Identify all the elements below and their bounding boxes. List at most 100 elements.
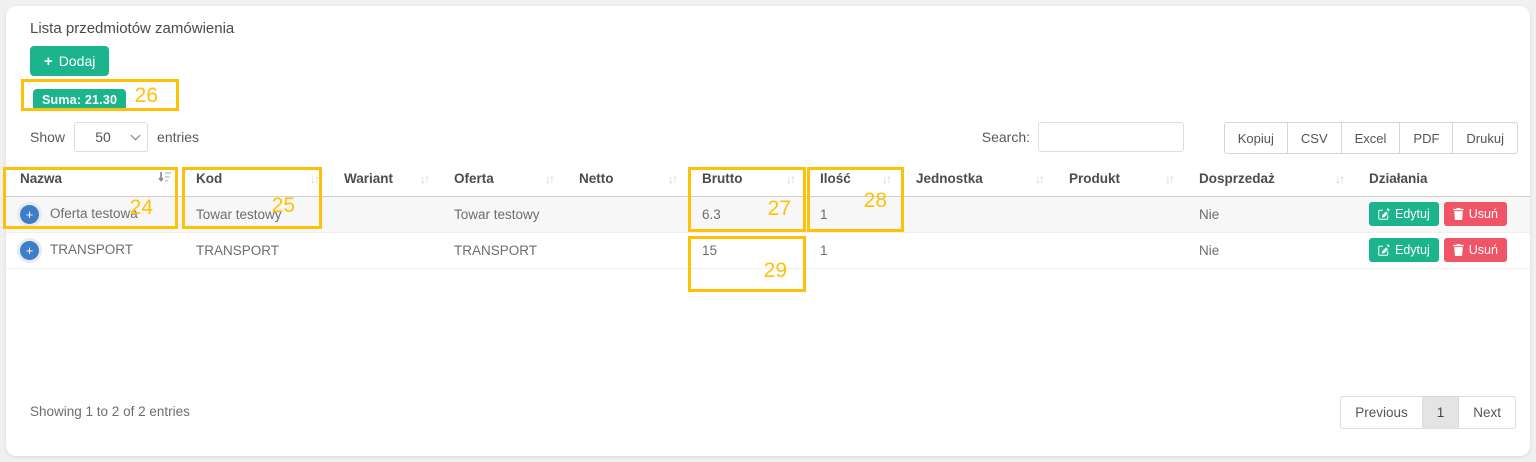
- cell-brutto: 6.3: [688, 196, 806, 233]
- column-header-wariant[interactable]: Wariant ↓↑: [330, 162, 440, 197]
- table-info: Showing 1 to 2 of 2 entries: [30, 404, 190, 419]
- sort-icon: ↓↑: [1335, 171, 1345, 186]
- sum-badge: Suma: 21.30: [33, 89, 127, 111]
- cell-produkt: [1055, 232, 1185, 269]
- trash-icon: [1453, 208, 1464, 220]
- delete-button-label: Usuń: [1468, 207, 1498, 221]
- cell-kod: Towar testowy: [182, 196, 330, 233]
- column-label: Oferta: [454, 171, 494, 187]
- delete-button[interactable]: Usuń: [1443, 202, 1507, 226]
- column-label: Działania: [1369, 171, 1428, 187]
- order-items-card: Lista przedmiotów zamówienia + Dodaj Sum…: [6, 6, 1530, 456]
- previous-page-button[interactable]: Previous: [1341, 397, 1422, 428]
- column-label: Netto: [579, 171, 614, 187]
- search-label: Search:: [981, 129, 1030, 145]
- cell-ilosc: 1: [806, 196, 902, 233]
- column-label: Kod: [196, 171, 223, 187]
- page-length-select[interactable]: 50: [74, 122, 149, 152]
- table-row: + TRANSPORT TRANSPORT TRANSPORT 15 1 Nie …: [6, 232, 1530, 269]
- cell-kod: TRANSPORT: [182, 232, 330, 269]
- sort-icon: ↓↑: [882, 171, 892, 186]
- column-header-brutto[interactable]: Brutto ↓↑: [688, 162, 806, 197]
- cell-produkt: [1055, 196, 1185, 233]
- column-header-ilosc[interactable]: Ilość ↓↑: [806, 162, 902, 197]
- expand-row-button[interactable]: +: [20, 240, 39, 260]
- plus-icon: +: [44, 52, 53, 70]
- edit-button-label: Edytuj: [1395, 207, 1430, 221]
- header-row: Nazwa Kod ↓↑ Wari: [6, 162, 1530, 197]
- cell-jednostka: [902, 232, 1055, 269]
- pencil-square-icon: [1378, 208, 1390, 220]
- column-header-jednostka[interactable]: Jednostka ↓↑: [902, 162, 1055, 197]
- sort-icon: ↓↑: [545, 171, 555, 186]
- search-input[interactable]: [1038, 122, 1184, 152]
- column-header-dzialania: Działania: [1355, 162, 1530, 197]
- add-button-label: Dodaj: [58, 53, 96, 69]
- cell-dzialania: Edytuj Usuń: [1355, 232, 1530, 269]
- pdf-button[interactable]: PDF: [1399, 122, 1454, 154]
- cell-wariant: [330, 196, 440, 233]
- column-header-dosprzedaz[interactable]: Dosprzedaż ↓↑: [1185, 162, 1355, 197]
- add-button[interactable]: + Dodaj: [30, 46, 110, 76]
- cell-oferta: Towar testowy: [440, 196, 565, 233]
- table-controls: Show 50 entries Search: Kopiuj CSV Excel…: [6, 122, 1530, 156]
- pencil-square-icon: [1378, 244, 1390, 256]
- export-button-group: Kopiuj CSV Excel PDF Drukuj: [1223, 122, 1518, 154]
- edit-button[interactable]: Edytuj: [1369, 238, 1439, 262]
- sort-icon: ↓↑: [1165, 171, 1175, 186]
- cell-text: TRANSPORT: [50, 241, 134, 257]
- cell-oferta: TRANSPORT: [440, 232, 565, 269]
- page-title: Lista przedmiotów zamówienia: [30, 20, 235, 37]
- delete-button-label: Usuń: [1468, 243, 1498, 257]
- sort-icon: ↓↑: [668, 171, 678, 186]
- cell-dzialania: Edytuj Usuń: [1355, 196, 1530, 233]
- page-length-select-wrap: 50: [74, 122, 149, 152]
- cell-nazwa: + Oferta testowa: [6, 196, 182, 233]
- cell-text: Oferta testowa: [50, 205, 138, 221]
- column-label: Jednostka: [916, 171, 983, 187]
- cell-nazwa: + TRANSPORT: [6, 232, 182, 269]
- sort-icon: ↓↑: [786, 171, 796, 186]
- print-button[interactable]: Drukuj: [1452, 122, 1518, 154]
- sort-icon: ↓↑: [310, 171, 320, 186]
- edit-button[interactable]: Edytuj: [1369, 202, 1439, 226]
- sort-icon: ↓↑: [1035, 171, 1045, 186]
- cell-netto: [565, 232, 688, 269]
- page-length-control: Show 50 entries: [30, 122, 199, 152]
- csv-button[interactable]: CSV: [1286, 122, 1342, 154]
- show-label: Show: [30, 129, 66, 145]
- table-row: + Oferta testowa Towar testowy Towar test…: [6, 196, 1530, 233]
- current-page-button[interactable]: 1: [1421, 397, 1460, 428]
- column-header-oferta[interactable]: Oferta ↓↑: [440, 162, 565, 197]
- next-page-button[interactable]: Next: [1459, 397, 1515, 428]
- edit-button-label: Edytuj: [1395, 243, 1430, 257]
- sort-icon: ↓↑: [420, 171, 430, 186]
- column-label: Ilość: [820, 171, 851, 187]
- cell-netto: [565, 196, 688, 233]
- expand-row-button[interactable]: +: [20, 204, 39, 224]
- column-header-netto[interactable]: Netto ↓↑: [565, 162, 688, 197]
- delete-button[interactable]: Usuń: [1443, 238, 1507, 262]
- cell-dosprzedaz: Nie: [1185, 196, 1355, 233]
- column-header-kod[interactable]: Kod ↓↑: [182, 162, 330, 197]
- column-label: Produkt: [1069, 171, 1121, 187]
- cell-dosprzedaz: Nie: [1185, 232, 1355, 269]
- order-items-table: Nazwa Kod ↓↑ Wari: [6, 162, 1530, 269]
- column-header-produkt[interactable]: Produkt ↓↑: [1055, 162, 1185, 197]
- copy-button[interactable]: Kopiuj: [1223, 122, 1288, 154]
- column-header-nazwa[interactable]: Nazwa: [6, 162, 182, 197]
- column-label: Dosprzedaż: [1199, 171, 1275, 187]
- trash-icon: [1453, 244, 1464, 256]
- entries-label: entries: [157, 129, 200, 145]
- column-label: Wariant: [344, 171, 394, 187]
- search-control: Search:: [982, 122, 1184, 152]
- cell-ilosc: 1: [806, 232, 902, 269]
- cell-brutto: 15: [688, 232, 806, 269]
- column-label: Nazwa: [20, 171, 63, 187]
- cell-jednostka: [902, 196, 1055, 233]
- column-label: Brutto: [702, 171, 743, 187]
- sort-active-icon: [158, 171, 172, 186]
- order-items-table-wrap: Nazwa Kod ↓↑ Wari: [6, 162, 1530, 269]
- excel-button[interactable]: Excel: [1340, 122, 1401, 154]
- cell-wariant: [330, 232, 440, 269]
